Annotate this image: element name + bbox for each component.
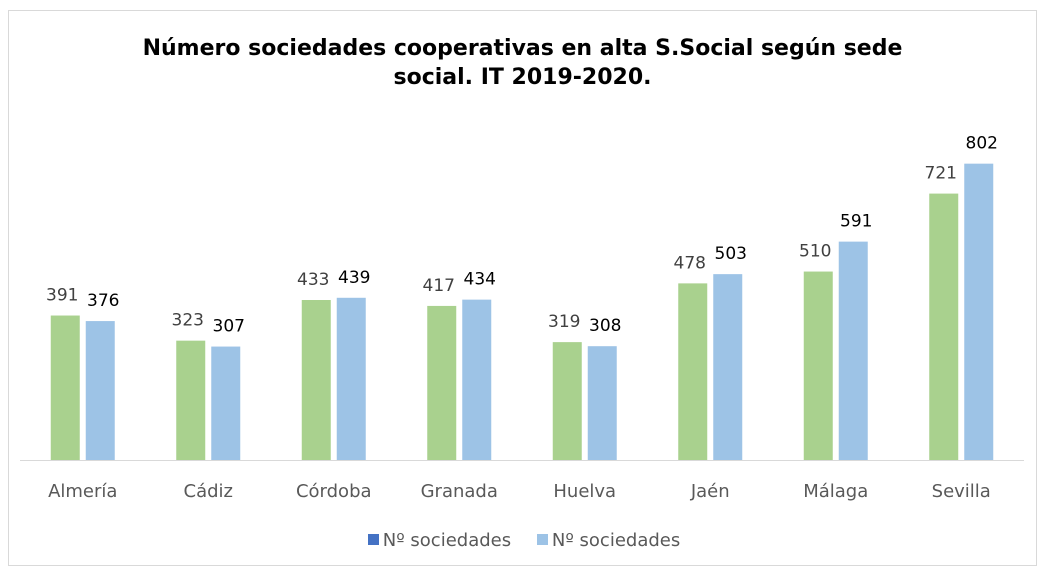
bar-1-málaga <box>803 271 833 460</box>
bar-2-huelva <box>587 346 617 460</box>
x-tick-label-sevilla: Sevilla <box>932 481 991 502</box>
bar-1-jaén <box>678 283 708 460</box>
data-label-1-almería: 391 <box>46 286 78 306</box>
x-tick-label-málaga: Málaga <box>803 481 868 502</box>
data-label-2-málaga: 591 <box>840 212 872 232</box>
data-label-1-cádiz: 323 <box>172 311 204 331</box>
bar-1-almería <box>50 315 80 460</box>
data-label-1-jaén: 478 <box>674 253 706 273</box>
legend: Nº sociedades Nº sociedades <box>0 530 1048 551</box>
data-label-1-córdoba: 433 <box>297 270 329 290</box>
legend-swatch-series-2 <box>536 534 548 545</box>
bar-1-huelva <box>552 342 582 460</box>
data-label-2-sevilla: 802 <box>966 134 998 154</box>
legend-swatch-series-1 <box>367 534 379 545</box>
data-label-1-granada: 417 <box>423 276 455 296</box>
bar-2-jaén <box>713 274 743 460</box>
data-label-1-sevilla: 721 <box>925 164 957 184</box>
legend-item-series-1: Nº sociedades <box>367 530 512 551</box>
data-label-1-huelva: 319 <box>548 312 580 332</box>
data-label-2-cádiz: 307 <box>213 317 245 337</box>
bar-2-córdoba <box>336 297 366 460</box>
data-label-1-málaga: 510 <box>799 242 831 262</box>
data-label-2-huelva: 308 <box>589 316 621 336</box>
data-label-2-granada: 434 <box>464 270 496 290</box>
x-tick-label-almería: Almería <box>48 481 117 502</box>
x-tick-label-huelva: Huelva <box>553 481 616 502</box>
chart-title: Número sociedades cooperativas en alta S… <box>8 34 1037 92</box>
legend-label-series-2: Nº sociedades <box>551 530 681 551</box>
legend-item-series-2: Nº sociedades <box>536 530 681 551</box>
chart-title-line-2: social. IT 2019-2020. <box>393 65 652 90</box>
bar-2-almería <box>85 321 115 460</box>
data-label-2-almería: 376 <box>87 291 119 311</box>
x-tick-label-granada: Granada <box>421 481 498 502</box>
bar-1-córdoba <box>301 300 331 460</box>
bar-2-cádiz <box>211 346 241 460</box>
bar-1-granada <box>427 305 457 460</box>
x-tick-label-córdoba: Córdoba <box>296 481 372 502</box>
bar-2-granada <box>462 299 492 460</box>
bar-1-cádiz <box>176 340 206 460</box>
data-label-2-córdoba: 439 <box>338 268 370 288</box>
x-tick-label-jaén: Jaén <box>690 481 730 502</box>
chart-title-line-1: Número sociedades cooperativas en alta S… <box>142 36 903 61</box>
legend-label-series-1: Nº sociedades <box>382 530 512 551</box>
bar-1-sevilla <box>929 193 959 460</box>
x-tick-label-cádiz: Cádiz <box>184 481 233 502</box>
data-label-2-jaén: 503 <box>715 244 747 264</box>
bar-2-málaga <box>838 241 868 460</box>
bar-2-sevilla <box>964 163 994 460</box>
